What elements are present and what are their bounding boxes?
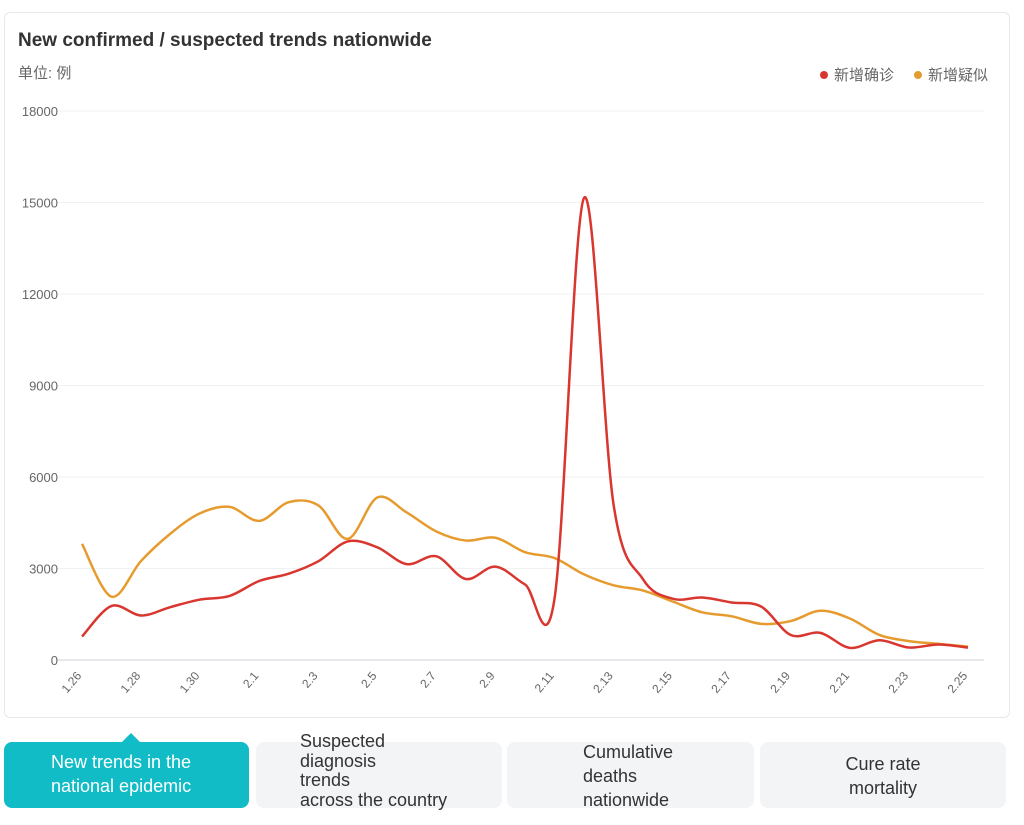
y-tick-label: 6000 [29, 470, 58, 485]
x-tick-label: 1.26 [59, 669, 85, 696]
x-tick-label: 2.3 [299, 669, 321, 691]
y-tick-label: 12000 [22, 287, 58, 302]
x-tick-label: 2.17 [708, 669, 734, 696]
legend-label-confirmed: 新增确诊 [833, 67, 894, 84]
x-tick-label: 2.11 [532, 669, 557, 695]
active-tab-pointer [122, 733, 140, 742]
legend-dot-confirmed [819, 70, 828, 79]
chart-panel [4, 12, 1010, 718]
tab-suspected-trends[interactable]: Suspected diagnosis trends across the co… [256, 731, 502, 809]
line-chart: 0 3000 6000 9000 12000 15000 18000 1.26 1.28 1.30… [22, 104, 984, 696]
chart-title: New confirmed / suspected trends nationw… [18, 30, 432, 51]
x-tick-label: 2.7 [417, 669, 439, 691]
series-line-suspected [80, 495, 969, 648]
y-tick-label: 3000 [29, 562, 58, 577]
x-tick-label: 2.9 [476, 669, 498, 691]
y-tick-label: 18000 [22, 104, 58, 119]
x-tick-label: 2.19 [767, 669, 793, 696]
y-tick-label: 9000 [29, 379, 58, 394]
x-tick-label: 2.1 [240, 669, 262, 691]
x-tick-label: 2.5 [358, 669, 380, 691]
series-line-confirmed [81, 196, 969, 650]
tab-suspected-trends-label: Suspected diagnosis trends across the co… [300, 731, 448, 810]
legend-dot-suspected [913, 70, 922, 79]
x-tick-label: 2.21 [826, 669, 852, 696]
x-tick-label: 1.28 [118, 669, 144, 696]
legend-item-suspected[interactable]: 新增疑似 [913, 64, 988, 85]
tab-cure-mortality[interactable]: Cure rate mortality [760, 742, 1006, 808]
tab-cure-mortality-label: Cure rate mortality [845, 754, 921, 798]
y-tick-label: 15000 [22, 196, 58, 211]
x-tick-label: 2.23 [885, 669, 911, 696]
tab-cumulative-deaths[interactable]: Cumulative deaths nationwide [507, 742, 754, 810]
tab-cumulative-deaths-label: Cumulative deaths nationwide [583, 742, 674, 810]
x-tick-label: 1.30 [177, 669, 203, 696]
legend-label-suspected: 新增疑似 [927, 67, 988, 84]
legend: 新增确诊 新增疑似 [819, 64, 988, 85]
x-tick-label: 2.25 [945, 669, 971, 696]
y-tick-label: 0 [51, 653, 58, 668]
unit-label: 单位: 例 [18, 65, 72, 82]
x-tick-label: 2.15 [649, 669, 675, 696]
tab-new-trends[interactable]: New trends in the national epidemic [4, 733, 249, 808]
tab-new-trends-label: New trends in the national epidemic [51, 752, 192, 796]
tab-bar: New trends in the national epidemic Susp… [4, 731, 1008, 810]
x-tick-label: 2.13 [590, 669, 616, 696]
legend-item-confirmed[interactable]: 新增确诊 [819, 64, 894, 85]
